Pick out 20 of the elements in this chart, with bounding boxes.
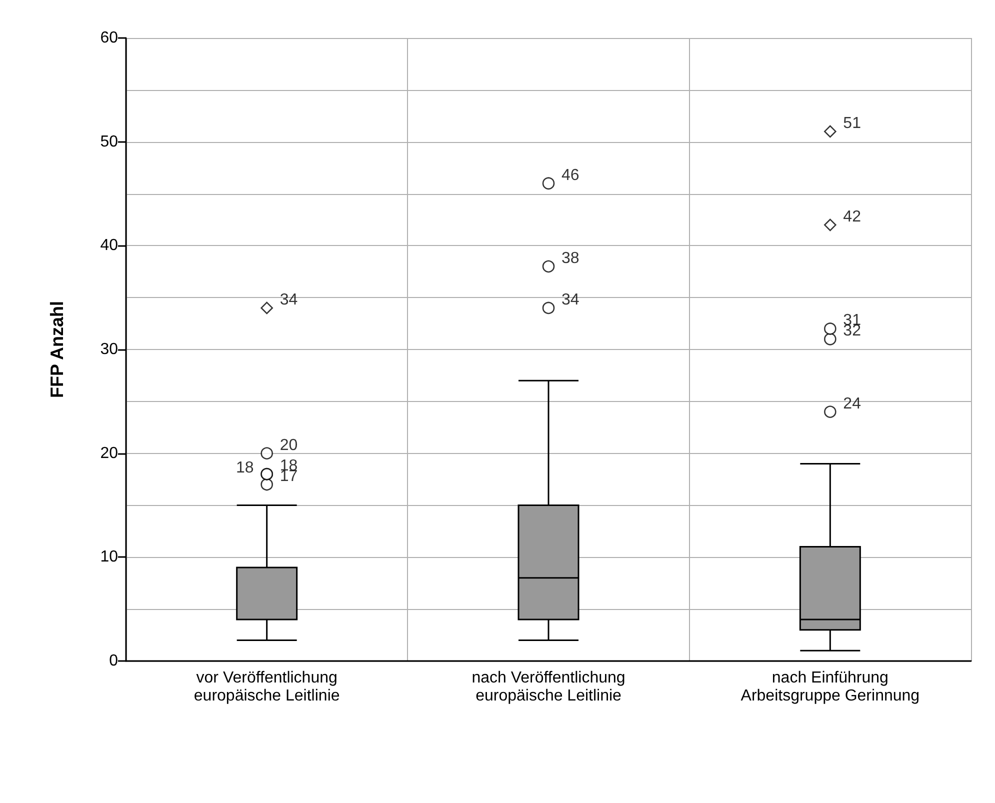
y-tick-label: 0 xyxy=(109,652,118,670)
annotation: 18 xyxy=(236,460,254,477)
annotation: 34 xyxy=(280,291,298,308)
annotation: 51 xyxy=(843,114,862,132)
y-tick-label: 60 xyxy=(100,30,118,46)
y-tick-label: 20 xyxy=(100,444,118,462)
y-axis-title: FFP Anzahl xyxy=(47,300,67,398)
x-tick-label: nach Veröffentlichung europäische Leitlinie xyxy=(472,670,626,704)
y-tick-label: 50 xyxy=(100,133,118,150)
annotation: 24 xyxy=(843,395,862,412)
x-tick-label: nach Einführung Arbeitsgruppe Gerinnung xyxy=(740,670,920,704)
annotation: 38 xyxy=(562,250,580,267)
annotation: 20 xyxy=(280,436,298,454)
y-tick-label: 30 xyxy=(100,341,118,358)
y-tick-label: 40 xyxy=(100,237,118,254)
x-tick-label: vor Veröffentlichung europäische Leitlinie xyxy=(194,670,340,704)
annotation: 46 xyxy=(562,166,580,184)
annotation: 34 xyxy=(562,291,580,308)
annotation: 42 xyxy=(843,208,862,226)
y-tick-label: 10 xyxy=(100,548,118,566)
